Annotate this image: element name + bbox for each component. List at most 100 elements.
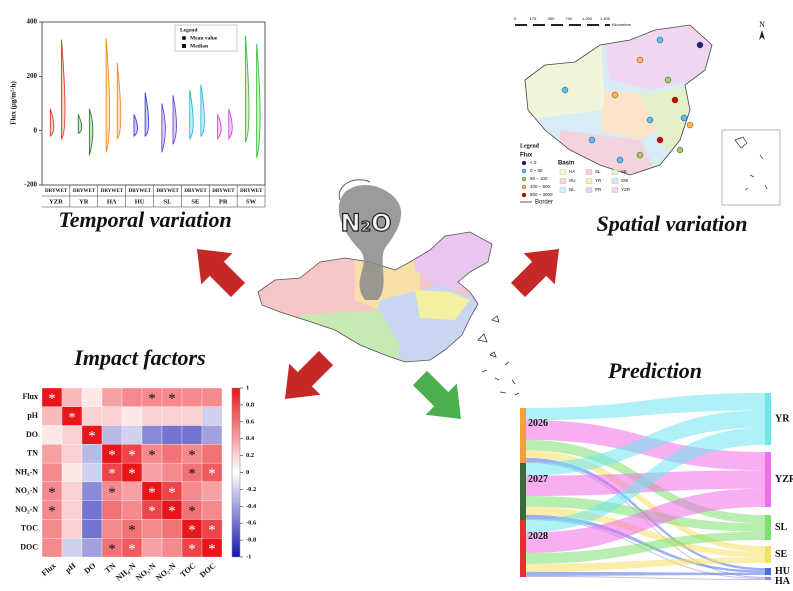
significance-marker: * <box>208 523 216 539</box>
basin-label: NL <box>569 187 575 192</box>
violin <box>116 62 122 141</box>
heatmap-cell <box>161 406 183 426</box>
significance-marker: * <box>48 391 56 407</box>
scale-label: 350 <box>548 16 555 21</box>
heatmap-cell <box>141 538 163 558</box>
heatmap-cell <box>201 500 223 520</box>
basin-node <box>765 568 771 575</box>
significance-marker: * <box>148 391 156 407</box>
season-label: WET <box>195 189 207 194</box>
significance-marker: * <box>168 391 176 407</box>
heatmap-cell <box>101 425 123 445</box>
y-axis-label: Flux (μg/m²·h) <box>10 81 18 125</box>
colorbar-label: -1 <box>246 553 251 560</box>
flow <box>526 410 765 476</box>
row-label: NO₃-N <box>15 486 38 495</box>
heatmap-cell <box>61 462 83 483</box>
row-label: NH₄-N <box>15 467 38 476</box>
arrow <box>510 248 560 298</box>
colorbar-label: 1 <box>246 384 249 391</box>
panel-title: Spatial variation <box>597 211 748 236</box>
heatmap-cell <box>161 462 183 483</box>
colorbar-label: -0.6 <box>246 520 257 527</box>
heatmap-cell <box>61 444 83 464</box>
significance-marker: * <box>128 541 136 557</box>
basin-swatch <box>585 178 593 184</box>
basin-label: SE <box>775 549 788 560</box>
basin-label: YR <box>775 413 790 424</box>
scale-unit: Kilometers <box>612 22 631 27</box>
column-label: TOC <box>178 561 197 579</box>
flow <box>526 488 765 554</box>
heatmap-cell <box>81 462 103 483</box>
scale-label: 175 <box>530 16 537 21</box>
heatmap-cell <box>121 425 143 445</box>
flux-marker <box>521 192 527 198</box>
heatmap-cell <box>101 387 123 407</box>
column-label: TN <box>103 561 117 575</box>
impact-panel: Impact factors * * * * * * * * * * * * * * * * * * * * * * * * *… <box>15 345 257 583</box>
legend-marker <box>182 44 186 48</box>
row-label: NO₂-N <box>15 505 38 514</box>
y-tick-label: 0 <box>34 126 38 134</box>
significance-marker: * <box>108 466 116 482</box>
year-node <box>520 463 526 520</box>
column-label: DO <box>82 561 97 576</box>
year-label: 2028 <box>528 531 548 542</box>
basin-label: YZR <box>49 198 63 205</box>
significance-marker: * <box>68 410 76 426</box>
significance-marker: * <box>128 447 136 463</box>
heatmap-cell <box>141 425 163 445</box>
row-label: Flux <box>22 392 38 401</box>
column-label: DOC <box>198 561 218 579</box>
heatmap-cell <box>41 519 63 539</box>
season-label: WET <box>251 189 263 194</box>
basin-label: HU <box>135 198 145 205</box>
legend-item: Mean value <box>190 35 218 41</box>
flux-title: Flux <box>520 153 533 159</box>
n2o-label: N₂O <box>341 209 392 237</box>
season-label: DRY <box>212 189 223 194</box>
colorbar-label: 0.6 <box>246 418 255 425</box>
panel-title: Impact factors <box>73 345 205 370</box>
flux-label: 0 – 50 <box>530 168 543 173</box>
heatmap-cell <box>201 538 223 558</box>
season-label: WET <box>56 189 68 194</box>
basin-swatch <box>585 169 593 175</box>
colorbar-label: -0.2 <box>246 486 256 493</box>
heatmap-cell <box>61 519 83 539</box>
basin-swatch <box>559 178 567 184</box>
flow <box>526 427 765 533</box>
basin-swatch <box>611 187 619 193</box>
arrow <box>412 370 462 420</box>
flow <box>526 575 765 580</box>
basin-label: YZR <box>775 474 793 485</box>
heatmap-cell <box>81 444 103 464</box>
basin-label: YZR <box>621 187 631 192</box>
heatmap-cell <box>41 462 63 483</box>
arrow <box>284 350 334 400</box>
season-label: WET <box>111 189 123 194</box>
heatmap-cell <box>81 406 103 426</box>
basin-label: HA <box>107 198 117 205</box>
heatmap-cell <box>41 538 63 558</box>
colorbar-label: 0.2 <box>246 452 254 459</box>
flux-marker <box>521 176 527 182</box>
season-label: DRY <box>157 189 168 194</box>
basin-node <box>765 515 771 540</box>
heatmap-cell <box>101 519 123 539</box>
flow <box>526 450 765 552</box>
significance-marker: * <box>128 466 136 482</box>
colorbar-label: 0.4 <box>246 435 255 442</box>
colorbar-label: -0.4 <box>246 503 257 510</box>
violin <box>49 108 55 138</box>
season-label: WET <box>84 189 96 194</box>
heatmap-cell <box>41 425 63 445</box>
row-label: pH <box>27 411 38 420</box>
violin <box>133 114 138 138</box>
year-node <box>520 408 526 463</box>
basin-label: HA <box>569 169 575 174</box>
heatmap-cell <box>161 425 183 445</box>
heatmap-cell <box>81 500 103 520</box>
scale-label: 1,400 <box>600 16 611 21</box>
